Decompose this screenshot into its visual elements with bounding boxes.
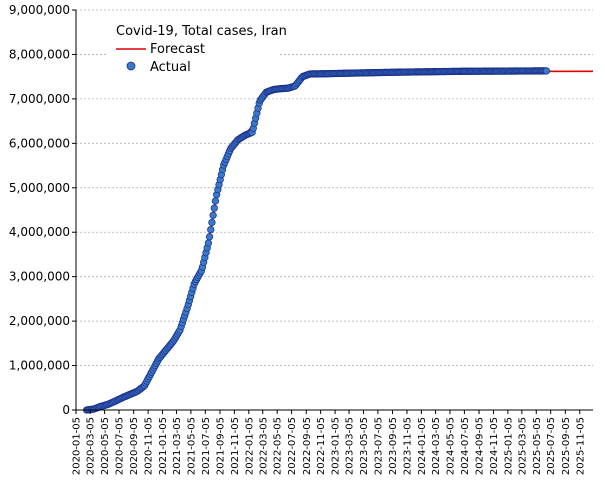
x-tick-label: 2023-07-05 [373, 417, 384, 475]
x-tick-label: 2020-01-05 [72, 417, 83, 475]
actual-point [211, 197, 220, 205]
x-tick-label: 2023-03-05 [345, 417, 356, 475]
x-tick-label: 2024-03-05 [431, 417, 442, 475]
x-tick-label: 2020-05-05 [100, 417, 111, 475]
x-tick-label: 2021-05-05 [186, 417, 197, 475]
x-tick-label: 2025-05-05 [532, 417, 543, 475]
x-tick-label: 2025-11-05 [575, 417, 586, 475]
x-tick-label: 2020-07-05 [115, 417, 126, 475]
y-tick-label: 1,000,000 [9, 359, 70, 373]
actual-point [204, 239, 213, 247]
x-tick-label: 2022-07-05 [287, 417, 298, 475]
y-tick-label: 9,000,000 [9, 3, 70, 17]
y-tick-label: 0 [62, 403, 70, 417]
x-tick-label: 2024-09-05 [475, 417, 486, 475]
x-tick-label: 2024-01-05 [417, 417, 428, 475]
y-tick-label: 4,000,000 [9, 225, 70, 239]
actual-point [208, 218, 216, 227]
x-tick-label: 2020-09-05 [129, 417, 140, 475]
x-tick-label: 2022-05-05 [273, 417, 284, 475]
legend-actual-label: Actual [150, 60, 191, 75]
actual-point [209, 211, 217, 219]
actual-point [207, 225, 215, 234]
legend: Covid-19, Total cases, Iran Forecast Act… [106, 18, 287, 80]
y-tick-label: 2,000,000 [9, 314, 70, 328]
chart-title: Covid-19, Total cases, Iran [116, 24, 287, 39]
actual-point [205, 233, 214, 241]
x-tick-label: 2022-03-05 [258, 417, 269, 475]
x-tick-label: 2020-11-05 [144, 417, 155, 475]
y-tick-label: 7,000,000 [9, 92, 70, 106]
y-axis-tick-labels: 0 1,000,000 2,000,000 3,000,000 4,000,000 5,0… [9, 3, 70, 417]
x-tick-label: 2021-09-05 [215, 417, 226, 475]
x-axis-tick-labels: 2020-01-05 2020-03-05 2020-05-05 2020-07-05… [72, 417, 587, 475]
x-tick-label: 2024-05-05 [445, 417, 456, 475]
y-tick-label: 8,000,000 [9, 47, 70, 61]
x-tick-label: 2023-11-05 [402, 417, 413, 475]
y-tick-label: 6,000,000 [9, 136, 70, 150]
x-tick-label: 2021-01-05 [158, 417, 169, 475]
x-tick-label: 2025-01-05 [503, 417, 514, 475]
y-tick-label: 3,000,000 [9, 270, 70, 284]
x-tick-label: 2022-09-05 [302, 417, 313, 475]
x-tick-label: 2025-07-05 [546, 417, 557, 475]
actual-point [210, 204, 218, 212]
x-tick-label: 2023-09-05 [388, 417, 399, 475]
x-tick-label: 2023-01-05 [331, 417, 342, 475]
x-tick-label: 2021-11-05 [230, 417, 241, 475]
y-tick-label: 5,000,000 [9, 181, 70, 195]
x-tick-label: 2020-03-05 [86, 417, 97, 475]
x-tick-label: 2021-07-05 [201, 417, 212, 475]
x-tick-label: 2022-11-05 [316, 417, 327, 475]
x-tick-label: 2023-05-05 [359, 417, 370, 475]
legend-actual-swatch [126, 61, 136, 71]
x-tick-label: 2025-09-05 [561, 417, 572, 475]
legend-forecast-label: Forecast [150, 42, 205, 57]
x-tick-label: 2025-03-05 [517, 417, 528, 475]
x-tick-label: 2021-03-05 [172, 417, 183, 475]
x-tick-label: 2024-11-05 [489, 417, 500, 475]
axes [72, 9, 593, 414]
actual-series [82, 67, 551, 414]
actual-point [542, 67, 551, 75]
x-tick-label: 2024-07-05 [460, 417, 471, 475]
x-tick-label: 2022-01-05 [244, 417, 255, 475]
